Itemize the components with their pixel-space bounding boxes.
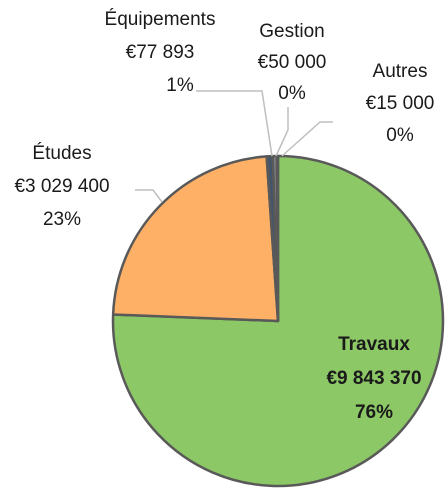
slice-value-label: €15 000 bbox=[366, 93, 435, 114]
slice-value-label: €77 893 bbox=[126, 42, 195, 63]
slice-label: Autres bbox=[373, 61, 428, 82]
slice-label: Équipements bbox=[105, 9, 216, 30]
slice-percent-label: 0% bbox=[386, 125, 414, 146]
pie-slice bbox=[111, 154, 445, 488]
leader-line bbox=[275, 107, 289, 157]
pie-slice bbox=[275, 154, 280, 323]
slice-label: Gestion bbox=[259, 21, 324, 42]
slice-value-label: €9 843 370 bbox=[326, 368, 421, 389]
leader-line bbox=[281, 121, 333, 157]
slice-label: Études bbox=[32, 143, 91, 164]
slice-value-label: €50 000 bbox=[258, 52, 327, 73]
slice-value-label: €3 029 400 bbox=[14, 176, 109, 197]
pie-slice bbox=[111, 155, 280, 323]
slice-label: Travaux bbox=[338, 334, 410, 355]
leader-line bbox=[135, 189, 163, 203]
leader-line bbox=[196, 90, 273, 157]
slice-percent-label: 1% bbox=[166, 75, 194, 96]
slice-percent-label: 23% bbox=[43, 209, 81, 230]
slice-percent-label: 76% bbox=[355, 402, 393, 423]
slice-percent-label: 0% bbox=[278, 83, 306, 104]
